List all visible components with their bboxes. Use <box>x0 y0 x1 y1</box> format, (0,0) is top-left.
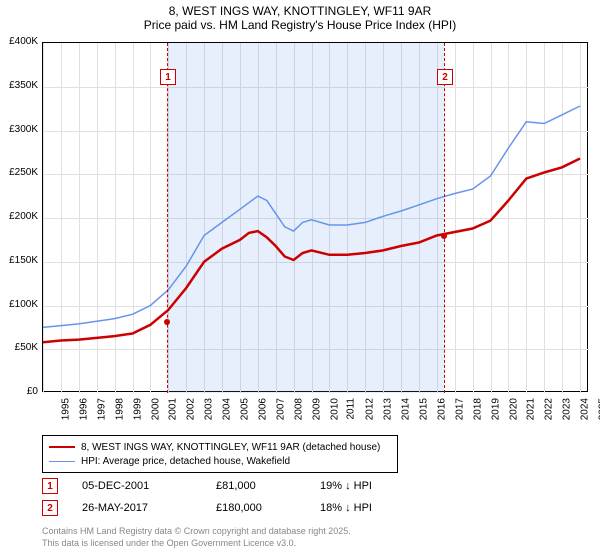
transaction-delta: 19% ↓ HPI <box>320 480 372 492</box>
transaction-row-2: 2 26-MAY-2017 £180,000 18% ↓ HPI <box>42 500 372 516</box>
x-tick-label: 2007 <box>275 398 286 420</box>
transaction-row-1: 1 05-DEC-2001 £81,000 19% ↓ HPI <box>42 478 372 494</box>
transaction-delta: 18% ↓ HPI <box>320 502 372 514</box>
x-tick-label: 2009 <box>311 398 322 420</box>
marker-badge-2: 2 <box>437 69 453 85</box>
transaction-price: £180,000 <box>216 502 296 514</box>
footer-line-2: This data is licensed under the Open Gov… <box>42 538 351 550</box>
legend-label: 8, WEST INGS WAY, KNOTTINGLEY, WF11 9AR … <box>81 442 380 453</box>
x-tick-label: 2001 <box>168 398 179 420</box>
x-tick-label: 1996 <box>78 398 89 420</box>
x-tick-label: 1995 <box>60 398 71 420</box>
x-tick-label: 2004 <box>221 398 232 420</box>
x-tick-label: 2005 <box>239 398 250 420</box>
x-tick-label: 2012 <box>365 398 376 420</box>
y-tick-label: £200K <box>0 211 38 222</box>
x-tick-label: 2000 <box>150 398 161 420</box>
x-tick-label: 2010 <box>329 398 340 420</box>
x-tick-label: 2002 <box>186 398 197 420</box>
x-tick-label: 2008 <box>293 398 304 420</box>
x-tick-label: 2022 <box>544 398 555 420</box>
x-tick-label: 2003 <box>203 398 214 420</box>
legend-item-hpi: HPI: Average price, detached house, Wake… <box>49 454 391 468</box>
legend-swatch <box>49 446 75 448</box>
x-tick-label: 2018 <box>472 398 483 420</box>
marker-badge-1: 1 <box>160 69 176 85</box>
transaction-badge: 1 <box>42 478 58 494</box>
transaction-date: 26-MAY-2017 <box>82 502 192 514</box>
plot-area: 12 <box>42 42 588 392</box>
chart-svg <box>43 43 589 393</box>
x-tick-label: 2011 <box>346 398 357 420</box>
transaction-date: 05-DEC-2001 <box>82 480 192 492</box>
y-tick-label: £250K <box>0 167 38 178</box>
legend-box: 8, WEST INGS WAY, KNOTTINGLEY, WF11 9AR … <box>42 435 398 473</box>
x-tick-label: 1998 <box>114 398 125 420</box>
y-tick-label: £300K <box>0 124 38 135</box>
x-tick-label: 1997 <box>96 398 107 420</box>
x-tick-label: 2019 <box>490 398 501 420</box>
x-tick-label: 2016 <box>436 398 447 420</box>
x-tick-label: 1999 <box>132 398 143 420</box>
y-tick-label: £150K <box>0 255 38 266</box>
y-tick-label: £350K <box>0 80 38 91</box>
x-tick-label: 2023 <box>561 398 572 420</box>
footer-line-1: Contains HM Land Registry data © Crown c… <box>42 526 351 538</box>
x-tick-label: 2006 <box>257 398 268 420</box>
x-tick-label: 2017 <box>454 398 465 420</box>
legend-swatch <box>49 461 75 462</box>
sale-dot-2 <box>441 233 447 239</box>
marker-line-1 <box>167 43 168 393</box>
x-tick-label: 2021 <box>526 398 537 420</box>
chart-container: 8, WEST INGS WAY, KNOTTINGLEY, WF11 9AR … <box>0 0 600 560</box>
x-tick-label: 2015 <box>418 398 429 420</box>
x-tick-label: 2014 <box>400 398 411 420</box>
chart-title: 8, WEST INGS WAY, KNOTTINGLEY, WF11 9AR … <box>0 0 600 32</box>
marker-line-2 <box>444 43 445 393</box>
y-tick-label: £100K <box>0 299 38 310</box>
legend-label: HPI: Average price, detached house, Wake… <box>81 456 290 467</box>
y-tick-label: £400K <box>0 36 38 47</box>
x-tick-label: 2020 <box>508 398 519 420</box>
legend-item-price_paid: 8, WEST INGS WAY, KNOTTINGLEY, WF11 9AR … <box>49 440 391 454</box>
transaction-price: £81,000 <box>216 480 296 492</box>
transaction-badge: 2 <box>42 500 58 516</box>
title-line-1: 8, WEST INGS WAY, KNOTTINGLEY, WF11 9AR <box>0 4 600 18</box>
title-line-2: Price paid vs. HM Land Registry's House … <box>0 18 600 32</box>
y-tick-label: £0 <box>0 386 38 397</box>
x-tick-label: 2013 <box>382 398 393 420</box>
x-tick-label: 2024 <box>579 398 590 420</box>
series-hpi <box>43 106 580 327</box>
y-tick-label: £50K <box>0 342 38 353</box>
series-price_paid <box>43 159 580 343</box>
sale-dot-1 <box>164 319 170 325</box>
footer-attribution: Contains HM Land Registry data © Crown c… <box>42 526 351 549</box>
